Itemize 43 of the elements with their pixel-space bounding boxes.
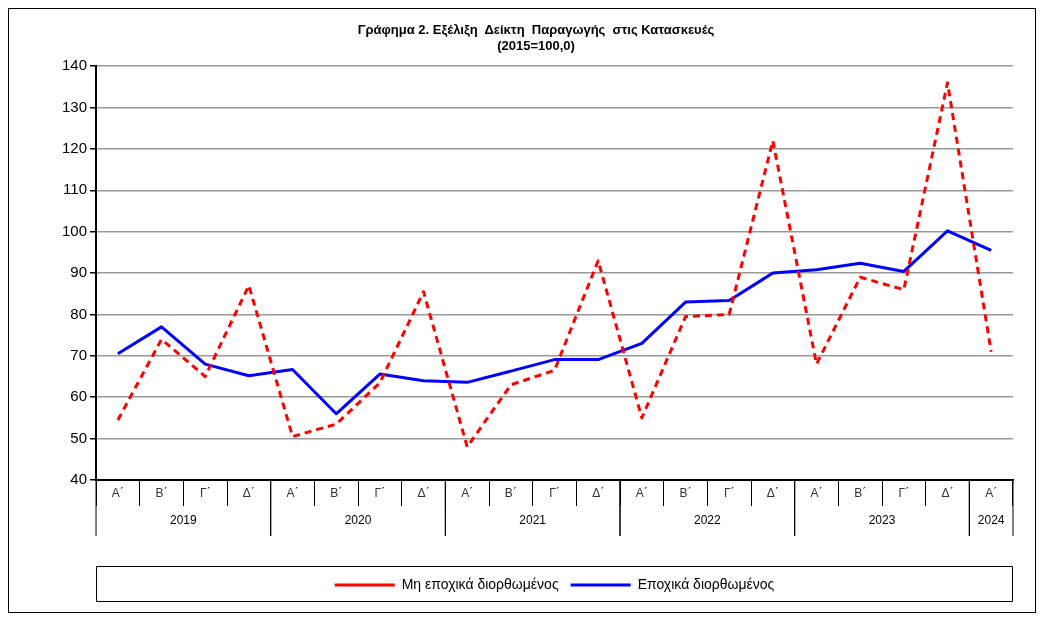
text: 2022 [693,513,722,528]
x-tick-label: Β΄ [679,485,692,500]
y-tick-label: 140 [62,56,88,74]
text: 2023 [868,513,896,528]
y-tick-label: 50 [70,428,88,446]
text: 2024 [977,513,1005,528]
text: 2021 [519,513,547,528]
x-tick-label: Α΄ [461,485,474,500]
y-tick-label: 60 [70,387,88,405]
y-tick-label: 90 [70,263,88,281]
x-tick-label: Γ΄ [898,485,910,500]
x-tick-label: Α΄ [985,485,998,500]
y-tick-label: 120 [62,139,88,157]
y-tick-label: 130 [62,97,88,115]
x-tick-label: Γ΄ [549,485,560,500]
x-tick-label: Β΄ [504,485,517,500]
x-tick-label: Β΄ [854,485,867,500]
x-tick-label: Δ΄ [242,485,255,500]
x-tick-label: Δ΄ [766,485,779,500]
line-series [116,81,993,449]
x-tick-label: Β΄ [330,485,343,500]
x-tick-label: Γ΄ [723,485,735,500]
legend-label: Μη εποχικά διορθωμένος [401,575,559,592]
x-tick-label: Α΄ [111,485,124,500]
x-tick-label: Α΄ [810,485,823,500]
x-tick-label: Α΄ [286,485,299,500]
text: Γράφημα 2. Εξέλιξη Δείκτη Παραγωγής στις Κατασκευές [357,22,715,38]
text: 2020 [344,513,372,528]
y-tick-label: 70 [70,346,88,363]
y-tick-label: 80 [70,304,88,322]
text: 2019 [170,513,198,528]
x-tick-label: Δ΄ [417,485,430,500]
x-tick-label: Δ΄ [592,485,605,500]
x-tick-label: Β΄ [155,485,168,500]
text: (2015=100,0) [497,37,575,53]
y-tick-label: 100 [62,221,88,239]
y-tick-label: 110 [63,180,88,198]
y-tick-label: 40 [70,470,88,488]
x-tick-label: Γ΄ [374,485,386,500]
x-tick-label: Α΄ [635,485,648,500]
x-tick-label: Δ΄ [941,485,954,500]
legend-label: Εποχικά διορθωμένος [637,575,775,592]
x-tick-label: Γ΄ [199,485,211,500]
